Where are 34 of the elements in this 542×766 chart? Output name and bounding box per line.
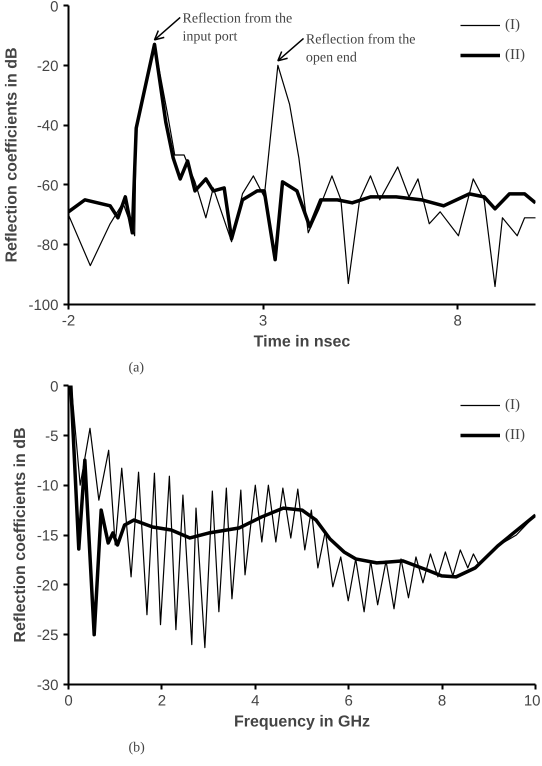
y-tick-label: -60 — [36, 177, 59, 194]
x-tick-label: 10 — [524, 692, 541, 710]
x-tick-label: -2 — [62, 312, 76, 330]
x-tick-label: 8 — [438, 692, 446, 710]
x-tick-label: 2 — [158, 692, 166, 710]
x-tick-label: 0 — [64, 692, 73, 710]
y-tick-label: -40 — [36, 118, 59, 135]
y-tick-label: -80 — [36, 237, 59, 254]
y-tick-label: -30 — [36, 677, 59, 694]
y-tick-label: -5 — [45, 428, 59, 445]
y-tick-label: -25 — [36, 627, 59, 644]
y-tick-label: 0 — [50, 0, 58, 16]
annotation: Reflection from the input port — [182, 11, 292, 44]
x-axis-title: Time in nsec — [254, 334, 350, 350]
text: (b) — [128, 740, 146, 756]
y-tick-label: -20 — [36, 577, 59, 594]
y-tick-label: -10 — [36, 478, 59, 495]
annotation: Reflection from the open end — [306, 32, 416, 66]
x-tick-label: 4 — [251, 692, 260, 710]
y-axis-title: Reflection coefficients in dB — [3, 47, 20, 263]
y-tick-label: -20 — [36, 58, 59, 75]
legend-label: (I) — [505, 396, 521, 414]
y-axis-title: Reflection coefficients in dB — [12, 427, 29, 643]
legend-label: (II) — [505, 426, 525, 444]
y-tick-label: -15 — [36, 528, 59, 544]
x-tick-label: 6 — [344, 692, 353, 710]
y-tick-label: -100 — [28, 297, 59, 314]
x-tick-label: 3 — [258, 312, 268, 330]
x-axis-title: Frequency in GHz — [234, 714, 370, 730]
x-tick-label: 8 — [453, 312, 462, 330]
text: (a) — [128, 360, 144, 376]
legend-label: (I) — [505, 16, 521, 34]
y-tick-label: 0 — [50, 378, 58, 396]
legend-label: (II) — [505, 46, 525, 64]
